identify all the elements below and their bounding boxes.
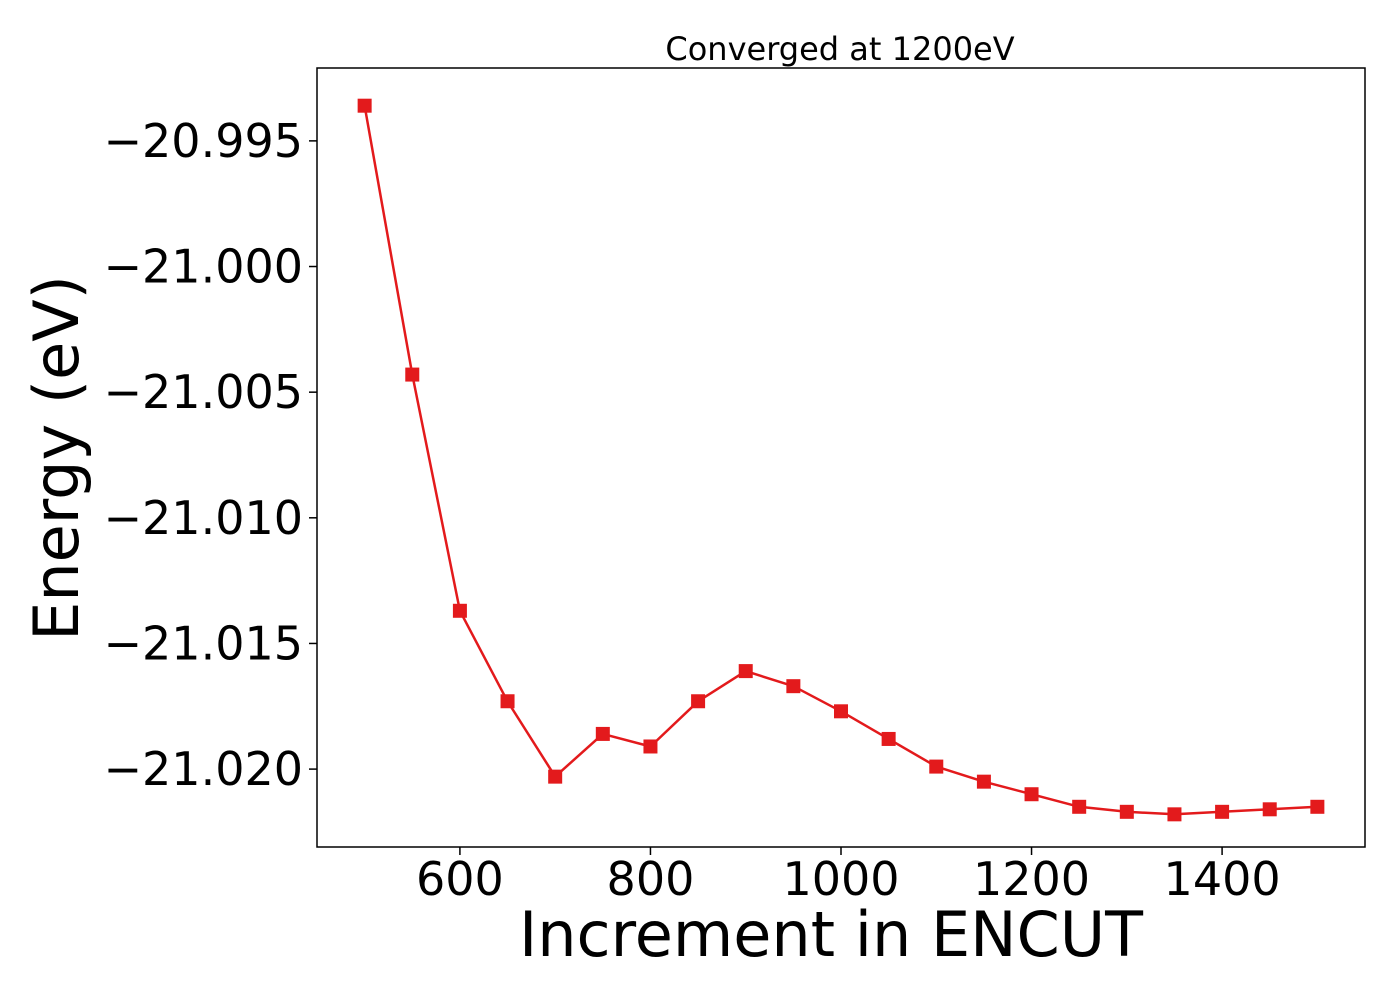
data-point-marker — [548, 769, 563, 784]
x-tick-label: 1000 — [782, 852, 899, 906]
data-point-marker — [976, 774, 991, 789]
plot-series — [357, 98, 1325, 822]
y-axis-label: Energy (eV) — [20, 275, 93, 641]
data-point-marker — [357, 98, 372, 113]
chart-title: Converged at 1200eV — [665, 30, 1014, 68]
data-point-marker — [1119, 804, 1134, 819]
data-point-marker — [834, 704, 848, 719]
plot-area-frame — [316, 67, 1366, 848]
data-point-marker — [500, 694, 515, 709]
x-tick-label: 800 — [607, 852, 695, 906]
x-axis-label: Increment in ENCUT — [519, 898, 1144, 971]
y-tick-label: −21.000 — [104, 240, 304, 294]
data-point-marker — [1310, 799, 1325, 814]
data-point-marker — [1024, 787, 1039, 802]
data-point-marker — [929, 759, 944, 774]
data-point-marker — [1167, 807, 1182, 822]
data-point-marker — [1072, 799, 1087, 814]
data-point-marker — [881, 731, 896, 746]
data-point-marker — [452, 603, 467, 618]
y-tick-label: −21.010 — [104, 491, 304, 545]
data-point-marker — [1262, 802, 1277, 817]
y-tick-label: −21.005 — [104, 365, 304, 419]
y-tick-label: −21.020 — [104, 742, 304, 796]
y-tick-label: −21.015 — [104, 616, 304, 670]
data-point-marker — [1215, 804, 1230, 819]
data-point-marker — [786, 679, 801, 694]
x-tick-label: 1400 — [1164, 852, 1281, 906]
data-point-marker — [595, 726, 610, 741]
data-point-marker — [691, 694, 706, 709]
y-tick-label: −20.995 — [104, 114, 304, 168]
data-point-marker — [643, 739, 658, 754]
x-tick-label: 600 — [416, 852, 504, 906]
x-tick-label: 1200 — [973, 852, 1090, 906]
data-point-marker — [738, 664, 753, 679]
data-point-marker — [405, 367, 420, 382]
x-axis: 600 800 1000 1200 1400 — [416, 847, 1281, 906]
y-axis: −20.995 −21.000 −21.005 −21.010 −21.015 −21.0… — [104, 114, 317, 796]
